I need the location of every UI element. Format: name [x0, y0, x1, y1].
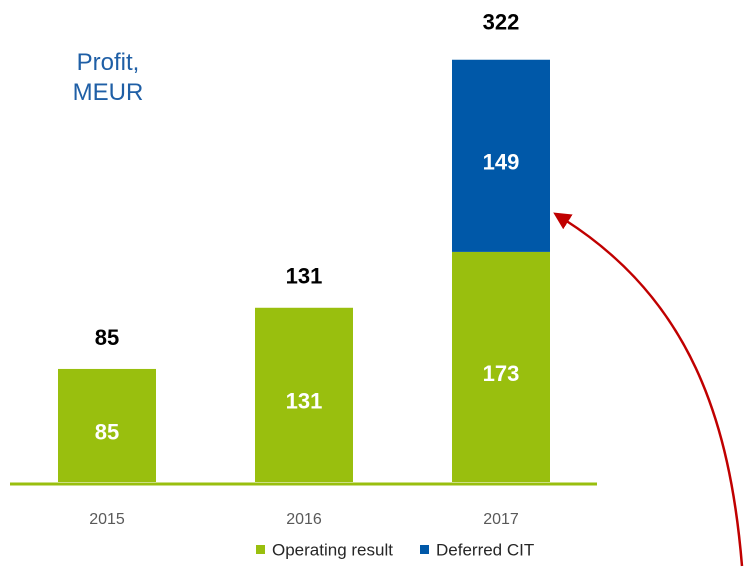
arrow [553, 212, 744, 567]
data-label: 85 [95, 419, 119, 444]
legend-label: Deferred CIT [436, 540, 534, 559]
x-tick-label: 2016 [286, 511, 322, 528]
legend-swatch [420, 545, 429, 554]
chart-title: Profit, MEUR [73, 49, 144, 106]
data-label: 131 [286, 389, 323, 414]
legend-label: Operating result [272, 540, 393, 559]
legend-swatch [256, 545, 265, 554]
data-label: 173 [483, 361, 520, 386]
bar-segment [452, 251, 550, 482]
total-label: 322 [483, 10, 520, 35]
total-label: 131 [286, 264, 323, 289]
total-label: 85 [95, 325, 119, 350]
bar-segment [58, 368, 156, 482]
data-label: 149 [483, 150, 520, 175]
bar-segment [255, 307, 353, 482]
x-tick-label: 2015 [89, 511, 125, 528]
bar-segment [452, 59, 550, 252]
x-tick-label: 2017 [483, 511, 519, 528]
